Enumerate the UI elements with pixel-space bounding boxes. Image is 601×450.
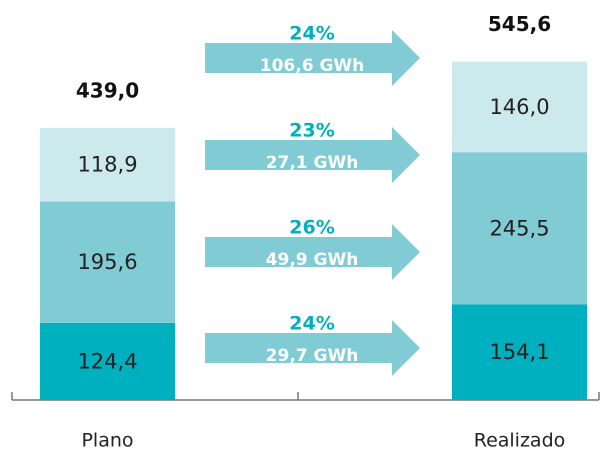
bar-segment [452, 152, 587, 305]
arrow [205, 320, 420, 376]
value-label: 124,4 [77, 349, 137, 373]
annotation-energy: 49,9 GWh [266, 250, 359, 270]
annotation-energy: 106,6 GWh [260, 56, 365, 76]
annotation-percent: 23% [289, 120, 334, 142]
annotation-percent: 24% [289, 23, 334, 45]
annotation-percent: 24% [289, 313, 334, 335]
value-label: 146,0 [489, 95, 549, 119]
bar-segment [452, 304, 587, 400]
arrow [205, 224, 420, 280]
bar-segment [40, 201, 175, 323]
value-label: 195,6 [77, 250, 137, 274]
bar-segment [452, 61, 587, 153]
value-label: 154,1 [489, 340, 549, 364]
bar-segment [40, 127, 175, 202]
x-tick-label: Realizado [474, 430, 566, 450]
value-label: 118,9 [77, 153, 137, 177]
bar-segment [40, 322, 175, 400]
annotation-percent: 26% [289, 217, 334, 239]
value-label: 245,5 [489, 216, 549, 240]
x-tick-label: Plano [81, 430, 133, 450]
total-label: 439,0 [76, 78, 139, 102]
total-label: 545,6 [488, 12, 551, 36]
arrow [205, 127, 420, 183]
arrow [205, 30, 420, 86]
annotation-energy: 27,1 GWh [266, 153, 359, 173]
annotation-energy: 29,7 GWh [266, 346, 359, 366]
